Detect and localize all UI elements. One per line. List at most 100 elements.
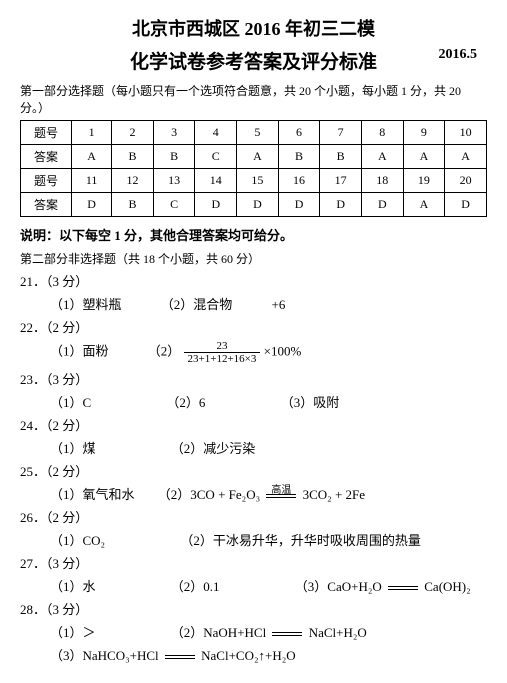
ans-label: 答案: [21, 145, 72, 169]
table-row: 题号 11 12 13 14 15 16 17 18 19 20: [21, 169, 487, 193]
q25-num: 25．（2 分）: [20, 461, 487, 480]
title-sub: 化学试卷参考答案及评分标准: [130, 47, 377, 74]
cell: 12: [112, 169, 154, 193]
q21-c: +6: [272, 297, 286, 312]
q23-a: （1）C: [50, 395, 91, 410]
ans-label: 答案: [21, 193, 72, 217]
fraction: 23 23+1+12+16×3: [184, 340, 261, 365]
cell: A: [403, 145, 445, 169]
q28-ans1: （1）＞ （2）NaOH+HCl NaCl+H₂O: [50, 622, 487, 641]
cell: D: [445, 193, 487, 217]
row-label: 题号: [21, 121, 72, 145]
title-sub-row: 化学试卷参考答案及评分标准 2016.5: [20, 47, 487, 74]
cell: B: [153, 145, 195, 169]
q23-num: 23．（3 分）: [20, 369, 487, 388]
reaction-arrow: [165, 655, 195, 659]
cell: C: [195, 145, 237, 169]
q23-c: （3）吸附: [281, 395, 340, 410]
scoring-note: 说明：以下每空 1 分，其他合理答案均可给分。: [20, 225, 487, 244]
q26-b: （2）干冰易升华，升华时吸收周围的热量: [180, 533, 421, 548]
cell: 1: [72, 121, 112, 145]
cell: 5: [237, 121, 279, 145]
cell: 18: [361, 169, 403, 193]
q24-a: （1）煤: [50, 441, 96, 456]
part2-heading: 第二部分非选择题（共 18 个小题，共 60 分）: [20, 250, 487, 267]
cell: 15: [237, 169, 279, 193]
q25-b: （2）3CO + Fe₂O₃: [158, 487, 260, 502]
q28-d: （3）NaHCO₃+HCl: [50, 648, 159, 663]
cell: D: [320, 193, 362, 217]
cell: 2: [112, 121, 154, 145]
cell: A: [445, 145, 487, 169]
q27-c: （3）CaO+H₂O: [295, 579, 382, 594]
q23-b: （2）6: [166, 395, 205, 410]
cell: D: [72, 193, 112, 217]
q24-ans: （1）煤 （2）减少污染: [50, 438, 487, 457]
q25-a: （1）氧气和水: [50, 487, 135, 502]
cell: B: [112, 145, 154, 169]
cell: 7: [320, 121, 362, 145]
q28-b: （2）NaOH+HCl: [171, 625, 266, 640]
cell: 3: [153, 121, 195, 145]
q26-ans: （1）CO₂ （2）干冰易升华，升华时吸收周围的热量: [50, 530, 487, 549]
q28-a: （1）＞: [50, 625, 96, 640]
reaction-arrow: [388, 586, 418, 590]
q21-num: 21．（3 分）: [20, 271, 487, 290]
answer-table: 题号 1 2 3 4 5 6 7 8 9 10 答案 A B B C A B B…: [20, 120, 487, 217]
q25-c: 3CO₂ + 2Fe: [303, 487, 365, 502]
q27-a: （1）水: [50, 579, 96, 594]
q22-a: （1）面粉: [50, 344, 109, 359]
q26-num: 26．（2 分）: [20, 507, 487, 526]
reaction-arrow: [272, 632, 302, 636]
q28-c: NaCl+H₂O: [309, 625, 367, 640]
q24-b: （2）减少污染: [171, 441, 256, 456]
cell: A: [237, 145, 279, 169]
row-label: 题号: [21, 169, 72, 193]
cell: 4: [195, 121, 237, 145]
cell: D: [361, 193, 403, 217]
q21-b: （2）混合物: [161, 297, 233, 312]
q22-tail: ×100%: [264, 344, 302, 359]
q27-ans: （1）水 （2）0.1 （3）CaO+H₂O Ca(OH)₂: [50, 576, 487, 595]
reaction-arrow: [266, 494, 296, 498]
q28-num: 28．（3 分）: [20, 599, 487, 618]
cell: C: [153, 193, 195, 217]
title-date: 2016.5: [439, 47, 478, 63]
q28-ans2: （3）NaHCO₃+HCl NaCl+CO₂↑+H₂O: [50, 645, 487, 664]
cell: A: [72, 145, 112, 169]
cell: 11: [72, 169, 112, 193]
q28-e: NaCl+CO₂↑+H₂O: [201, 648, 296, 663]
cell: D: [278, 193, 320, 217]
cell: 6: [278, 121, 320, 145]
q25-ans: （1）氧气和水 （2）3CO + Fe₂O₃ 3CO₂ + 2Fe: [50, 484, 487, 503]
cell: A: [361, 145, 403, 169]
cell: 13: [153, 169, 195, 193]
cell: B: [112, 193, 154, 217]
q21-a: （1）塑料瓶: [50, 297, 122, 312]
cell: 14: [195, 169, 237, 193]
cell: 8: [361, 121, 403, 145]
q22-num: 22．（2 分）: [20, 317, 487, 336]
cell: 19: [403, 169, 445, 193]
cell: 10: [445, 121, 487, 145]
q22-b: （2）: [148, 344, 181, 359]
cell: 16: [278, 169, 320, 193]
frac-num: 23: [184, 340, 261, 353]
cell: D: [237, 193, 279, 217]
cell: 20: [445, 169, 487, 193]
table-row: 题号 1 2 3 4 5 6 7 8 9 10: [21, 121, 487, 145]
q27-num: 27．（3 分）: [20, 553, 487, 572]
cell: A: [403, 193, 445, 217]
part1-heading: 第一部分选择题（每小题只有一个选项符合题意，共 20 个小题，每小题 1 分，共…: [20, 82, 487, 116]
cell: 17: [320, 169, 362, 193]
q23-ans: （1）C （2）6 （3）吸附: [50, 392, 487, 411]
cell: D: [195, 193, 237, 217]
q24-num: 24．（2 分）: [20, 415, 487, 434]
q27-b: （2）0.1: [171, 579, 220, 594]
title-main: 北京市西城区 2016 年初三二模: [20, 15, 487, 41]
frac-den: 23+1+12+16×3: [184, 353, 261, 365]
cell: 9: [403, 121, 445, 145]
table-row: 答案 A B B C A B B A A A: [21, 145, 487, 169]
q26-a: （1）CO₂: [50, 533, 105, 548]
q21-ans: （1）塑料瓶 （2）混合物 +6: [50, 294, 487, 313]
